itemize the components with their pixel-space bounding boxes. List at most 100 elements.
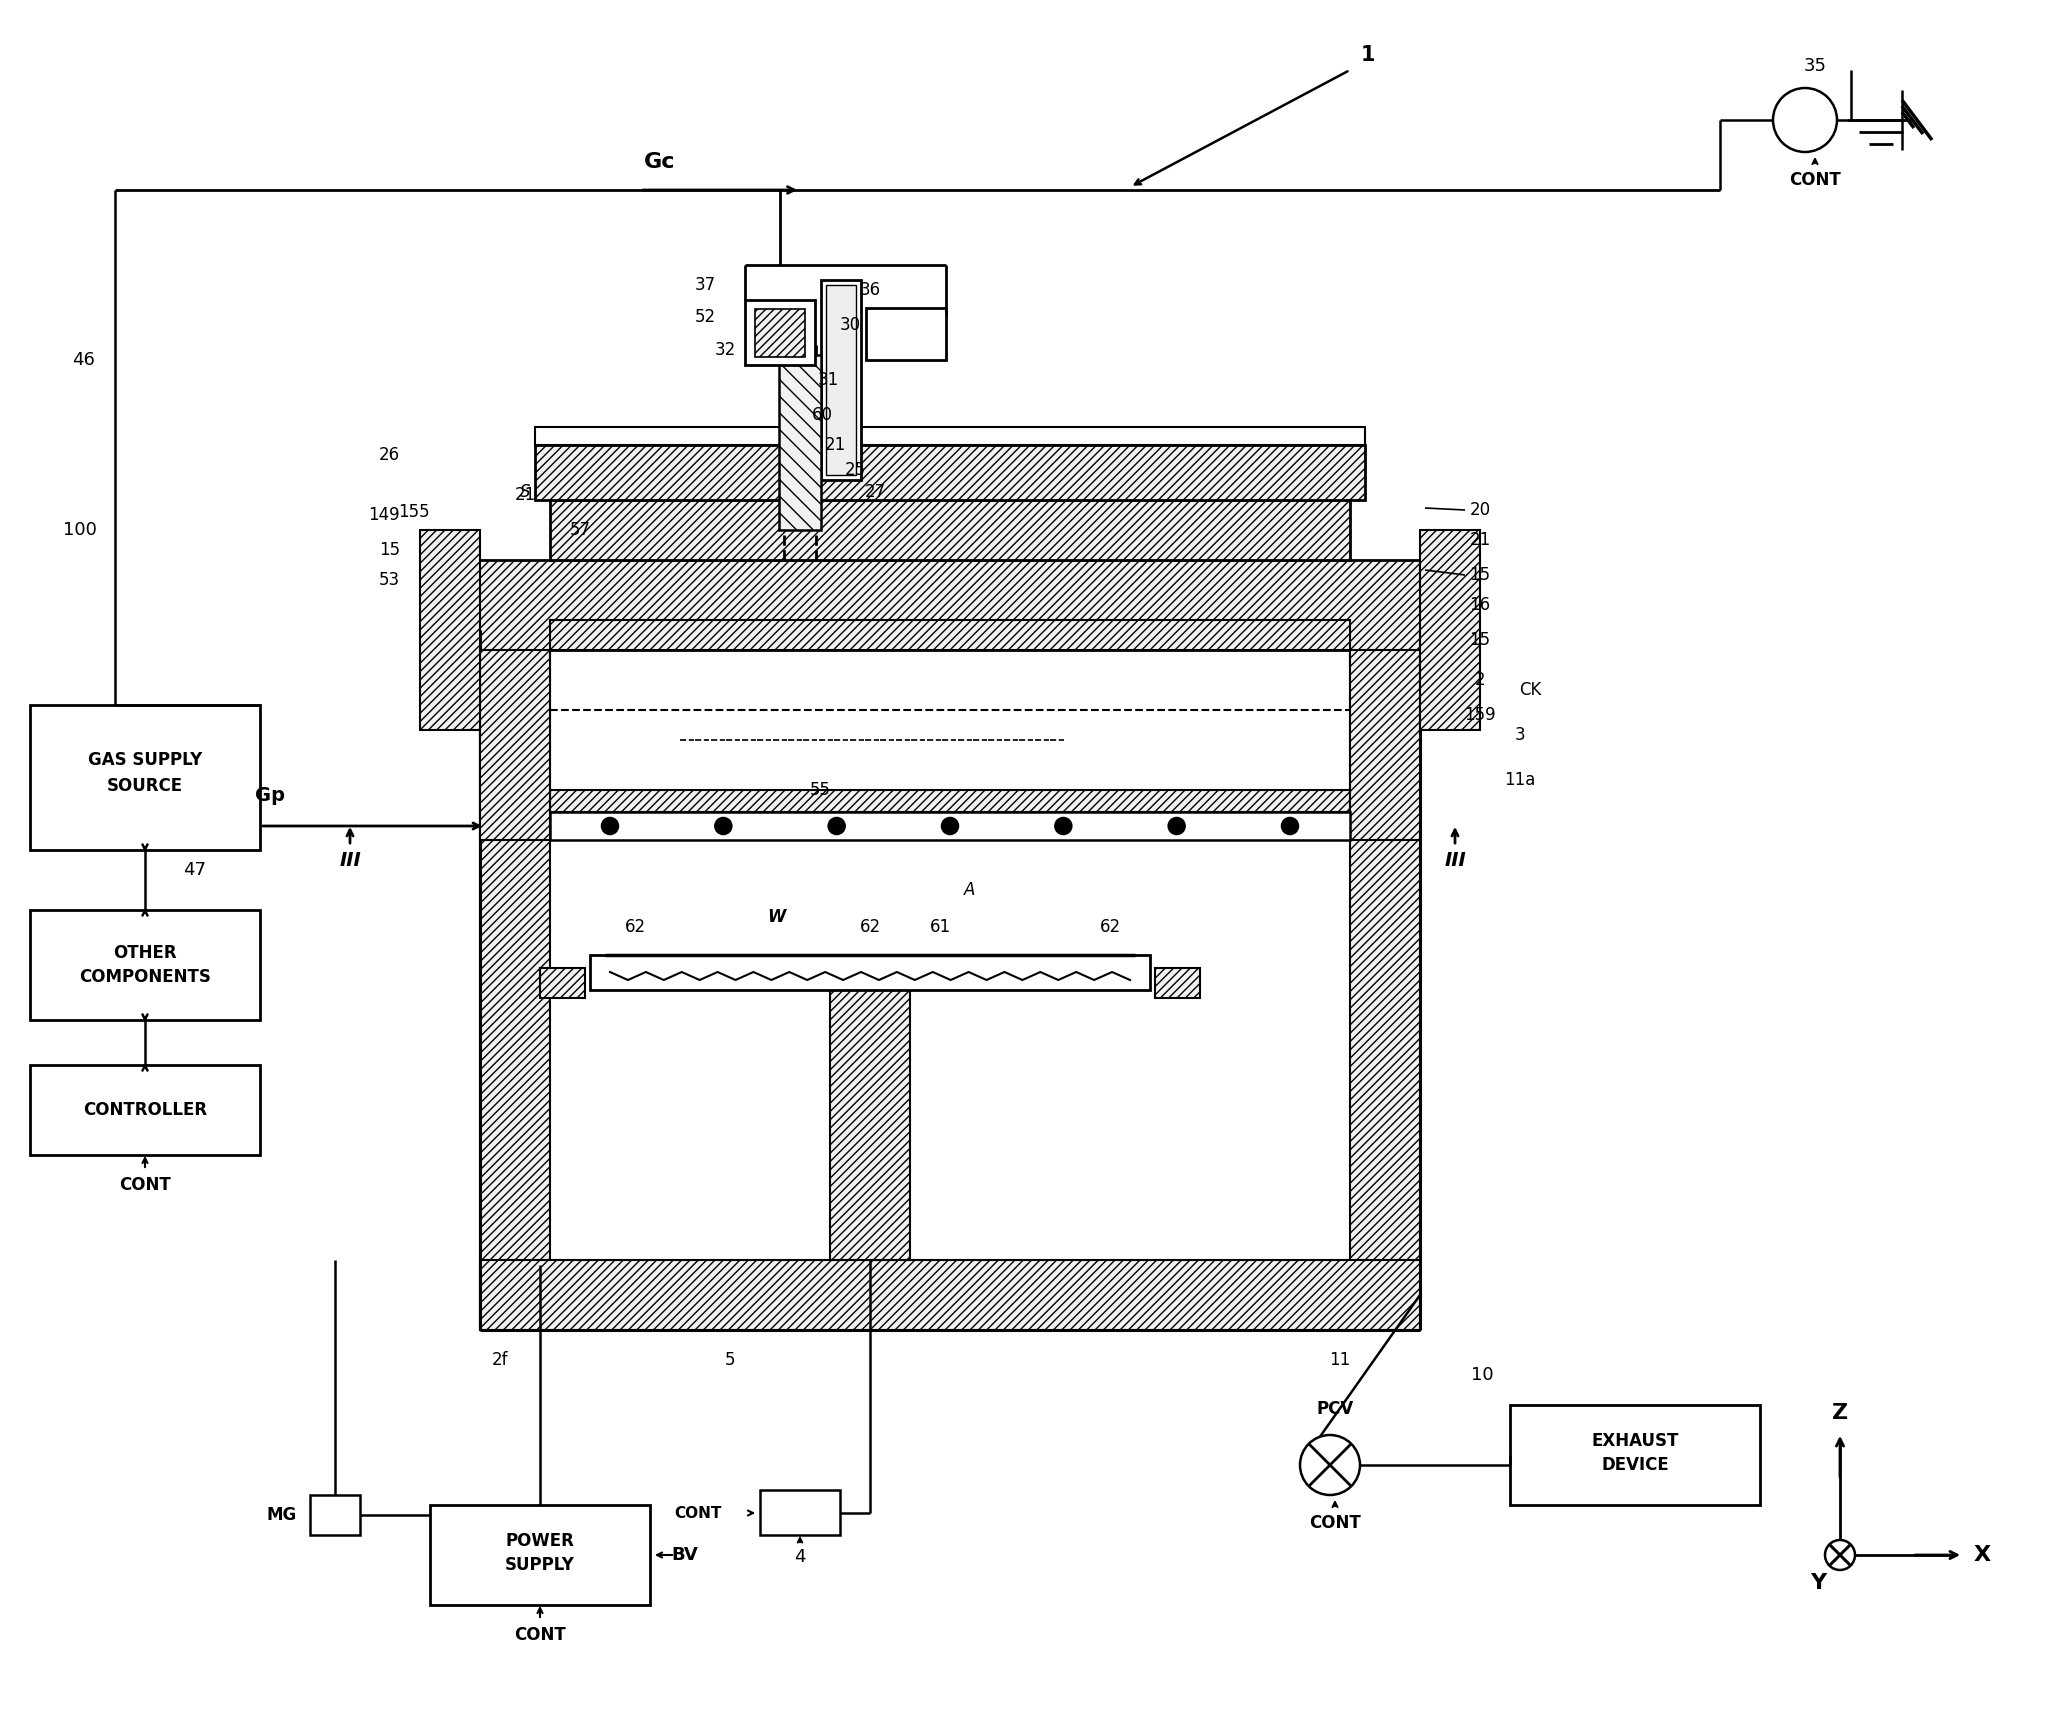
Text: X: X [1974, 1546, 1991, 1565]
Text: 55: 55 [809, 781, 831, 799]
Bar [1350, 650, 1419, 1330]
Text: PCV: PCV [1317, 1400, 1354, 1418]
Text: CONT: CONT [1790, 171, 1841, 190]
Text: 5: 5 [725, 1351, 735, 1370]
Bar [821, 280, 860, 481]
Text: Gc: Gc [645, 152, 676, 173]
Bar [551, 499, 1350, 559]
Text: 3: 3 [1516, 727, 1526, 744]
Bar [309, 1495, 360, 1536]
Text: 2: 2 [1475, 670, 1485, 689]
Circle shape [1825, 1541, 1855, 1570]
Text: 25: 25 [844, 462, 866, 479]
Text: 52: 52 [694, 308, 715, 327]
Text: 155: 155 [399, 503, 430, 522]
Text: 20: 20 [1468, 501, 1491, 520]
Text: S: S [520, 482, 530, 501]
Bar [479, 1260, 1419, 1330]
Bar [541, 968, 586, 999]
Circle shape [829, 817, 844, 834]
Circle shape [715, 817, 731, 834]
Text: MG: MG [266, 1507, 297, 1524]
Text: 57: 57 [569, 522, 590, 539]
Text: 16: 16 [1468, 597, 1491, 614]
Text: CONTROLLER: CONTROLLER [82, 1101, 207, 1118]
Text: 100: 100 [63, 522, 96, 539]
Bar [829, 990, 909, 1260]
Text: 4: 4 [795, 1548, 805, 1566]
Circle shape [1300, 1435, 1360, 1495]
Text: 21: 21 [1468, 532, 1491, 549]
Bar [551, 812, 1350, 840]
Circle shape [602, 817, 618, 834]
Text: A: A [965, 881, 975, 899]
Bar [31, 705, 260, 850]
Bar [535, 445, 1366, 499]
Bar [866, 308, 946, 361]
Bar [31, 1065, 260, 1154]
Text: CONT: CONT [514, 1626, 565, 1643]
Bar [31, 910, 260, 1019]
Text: 11: 11 [1329, 1351, 1350, 1370]
Text: 159: 159 [1464, 706, 1495, 723]
Bar [440, 559, 1460, 650]
Text: EXHAUST: EXHAUST [1591, 1431, 1679, 1450]
Text: 1: 1 [1360, 44, 1376, 65]
Text: Gp: Gp [256, 787, 285, 805]
Bar [1155, 968, 1200, 999]
Text: 36: 36 [860, 280, 881, 299]
Text: 61: 61 [930, 918, 950, 935]
Text: 15: 15 [1468, 566, 1491, 585]
Bar [756, 310, 805, 357]
Bar [479, 650, 551, 1330]
Text: CONT: CONT [1309, 1513, 1360, 1532]
Text: Z: Z [1833, 1402, 1847, 1423]
Text: 10: 10 [1470, 1366, 1493, 1383]
Text: III: III [340, 852, 360, 870]
Circle shape [942, 817, 958, 834]
Text: 15: 15 [379, 540, 399, 559]
Text: CONT: CONT [119, 1176, 170, 1194]
Text: 62: 62 [860, 918, 881, 935]
Text: SOURCE: SOURCE [106, 776, 182, 795]
Text: W: W [766, 908, 784, 927]
Text: POWER: POWER [506, 1532, 573, 1549]
Text: 35: 35 [1804, 56, 1827, 75]
Text: 15: 15 [1468, 631, 1491, 650]
Bar [1350, 650, 1419, 840]
Circle shape [1774, 87, 1837, 152]
Bar [551, 621, 1350, 650]
Text: 2f: 2f [492, 1351, 508, 1370]
Text: GAS SUPPLY: GAS SUPPLY [88, 751, 203, 770]
Bar [745, 299, 815, 364]
Bar [778, 356, 821, 530]
Text: OTHER: OTHER [113, 944, 176, 963]
Text: 53: 53 [379, 571, 399, 588]
Text: BV: BV [672, 1546, 698, 1565]
Text: 149: 149 [369, 506, 399, 523]
Circle shape [1282, 817, 1298, 834]
Bar [590, 954, 1151, 990]
Text: 62: 62 [1100, 918, 1120, 935]
Text: 21: 21 [514, 486, 537, 504]
Text: III: III [1444, 852, 1466, 870]
Text: CK: CK [1520, 681, 1542, 699]
Bar [430, 1505, 649, 1606]
Text: Y: Y [1810, 1573, 1827, 1594]
Text: 46: 46 [72, 351, 94, 369]
Text: 11a: 11a [1505, 771, 1536, 788]
Bar [760, 1489, 840, 1536]
Text: 37: 37 [694, 275, 715, 294]
Bar [535, 428, 1366, 445]
Text: 27: 27 [864, 482, 885, 501]
Text: 62: 62 [625, 918, 645, 935]
Text: 31: 31 [817, 371, 838, 388]
Text: DEVICE: DEVICE [1602, 1455, 1669, 1474]
Bar [825, 286, 856, 475]
Text: COMPONENTS: COMPONENTS [80, 968, 211, 987]
Circle shape [1055, 817, 1071, 834]
Text: 47: 47 [184, 862, 207, 879]
Text: 26: 26 [379, 446, 399, 463]
Bar [1509, 1406, 1759, 1505]
Bar [420, 530, 479, 730]
